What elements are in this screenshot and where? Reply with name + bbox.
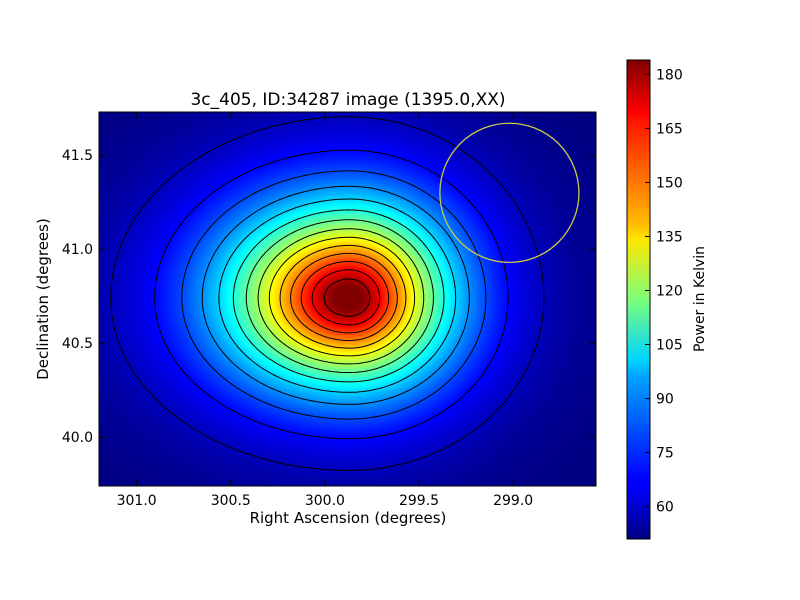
y-tick-label: 40.5 xyxy=(62,336,93,352)
x-tick-label: 299.0 xyxy=(493,493,533,509)
colorbar-tick-label: 120 xyxy=(656,283,683,299)
contour-line xyxy=(257,228,425,365)
contour-line xyxy=(154,149,509,440)
colorbar-tick-label: 165 xyxy=(656,121,683,137)
colorbar: 60 75 90 105 120 135 150 165 180 Power in Kelvin xyxy=(626,59,708,540)
colorbar-tick-label: 180 xyxy=(656,67,683,83)
x-tick-label: 301.0 xyxy=(117,493,157,509)
y-tick-label: 40.0 xyxy=(62,430,93,446)
contour-line xyxy=(201,185,470,405)
contour-line xyxy=(218,198,457,393)
contour-line xyxy=(181,170,487,420)
y-axis-ticks: 40.0 40.5 41.0 41.5 xyxy=(62,148,596,446)
plot-frame xyxy=(98,111,597,487)
contour-line xyxy=(323,278,371,317)
contour-line xyxy=(300,261,390,334)
beam-circle xyxy=(439,122,580,264)
colorbar-tick-label: 90 xyxy=(656,392,674,408)
y-tick-label: 41.0 xyxy=(62,242,93,258)
contour-line xyxy=(245,219,434,373)
y-axis-label: Declination (degrees) xyxy=(34,218,52,380)
contour-line xyxy=(232,209,445,383)
contour-lines xyxy=(110,116,545,471)
colorbar-tick-label: 75 xyxy=(656,446,674,462)
colorbar-tick-label: 105 xyxy=(656,338,683,354)
x-axis-ticks: 301.0 300.5 300.0 299.5 299.0 xyxy=(117,112,533,509)
contour-line xyxy=(110,116,545,471)
plot-area xyxy=(98,111,597,487)
colorbar-tick-label: 60 xyxy=(656,500,674,516)
x-tick-label: 299.5 xyxy=(399,493,439,509)
heatmap-image xyxy=(99,112,596,486)
contour-line xyxy=(311,269,381,326)
chart-title: 3c_405, ID:34287 image (1395.0,XX) xyxy=(190,90,505,110)
contour-line xyxy=(268,236,416,357)
colorbar-tick-label: 150 xyxy=(656,175,683,191)
contour-line xyxy=(279,244,407,349)
colorbar-gradient xyxy=(626,59,651,540)
colorbar-ticks: 60 75 90 105 120 135 150 165 180 xyxy=(645,67,683,516)
colorbar-tick-label: 135 xyxy=(656,229,683,245)
x-tick-label: 300.0 xyxy=(305,493,345,509)
colorbar-label: Power in Kelvin xyxy=(692,246,708,352)
x-axis-label: Right Ascension (degrees) xyxy=(250,509,447,527)
x-tick-label: 300.5 xyxy=(211,493,251,509)
y-tick-label: 41.5 xyxy=(62,148,93,164)
contour-line xyxy=(290,252,398,341)
